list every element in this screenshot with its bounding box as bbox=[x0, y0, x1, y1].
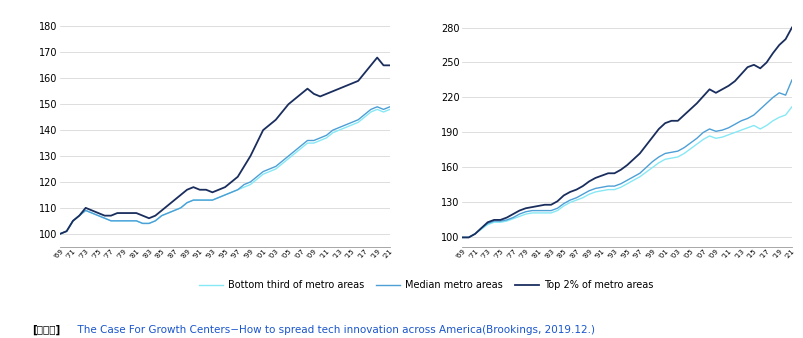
Top 2% of metro areas bbox=[457, 235, 467, 239]
Median metro areas bbox=[647, 160, 657, 164]
Bottom third of metro areas bbox=[245, 183, 255, 187]
Median metro areas bbox=[545, 209, 555, 213]
Median metro areas bbox=[457, 235, 467, 239]
Bottom third of metro areas bbox=[653, 161, 662, 165]
Line: Bottom third of metro areas: Bottom third of metro areas bbox=[60, 110, 389, 234]
Bottom third of metro areas bbox=[308, 141, 318, 145]
Text: The Case For Growth Centers−How to spread tech innovation across America(Brookin: The Case For Growth Centers−How to sprea… bbox=[71, 324, 594, 335]
Top 2% of metro areas bbox=[647, 135, 657, 139]
Line: Top 2% of metro areas: Top 2% of metro areas bbox=[462, 27, 791, 237]
Bottom third of metro areas bbox=[55, 232, 65, 236]
Median metro areas bbox=[666, 150, 675, 154]
Top 2% of metro areas bbox=[264, 123, 274, 127]
Median metro areas bbox=[264, 167, 274, 171]
Bottom third of metro areas bbox=[748, 123, 758, 127]
Median metro areas bbox=[748, 113, 758, 117]
Median metro areas bbox=[710, 129, 719, 133]
Bottom third of metro areas bbox=[251, 177, 261, 182]
Bottom third of metro areas bbox=[786, 105, 796, 109]
Median metro areas bbox=[245, 180, 255, 184]
Bottom third of metro areas bbox=[666, 156, 675, 160]
Median metro areas bbox=[372, 105, 381, 109]
Top 2% of metro areas bbox=[251, 141, 261, 145]
Top 2% of metro areas bbox=[786, 25, 796, 29]
Line: Bottom third of metro areas: Bottom third of metro areas bbox=[462, 107, 791, 237]
Top 2% of metro areas bbox=[748, 63, 758, 67]
Top 2% of metro areas bbox=[666, 119, 675, 123]
Bottom third of metro areas bbox=[545, 211, 555, 215]
Median metro areas bbox=[786, 78, 796, 82]
Median metro areas bbox=[653, 155, 662, 159]
Top 2% of metro areas bbox=[144, 216, 153, 220]
Bottom third of metro areas bbox=[347, 123, 357, 127]
Bottom third of metro areas bbox=[457, 235, 467, 239]
Top 2% of metro areas bbox=[347, 81, 357, 86]
Median metro areas bbox=[347, 120, 357, 124]
Top 2% of metro areas bbox=[653, 127, 662, 131]
Bottom third of metro areas bbox=[385, 107, 394, 112]
Top 2% of metro areas bbox=[245, 154, 255, 158]
Bottom third of metro areas bbox=[647, 165, 657, 169]
Bottom third of metro areas bbox=[710, 136, 719, 140]
Text: [자료원]: [자료원] bbox=[32, 324, 60, 335]
Median metro areas bbox=[144, 221, 153, 225]
Top 2% of metro areas bbox=[385, 63, 394, 67]
Top 2% of metro areas bbox=[372, 55, 381, 59]
Median metro areas bbox=[55, 232, 65, 236]
Legend: Bottom third of metro areas, Median metro areas, Top 2% of metro areas: Bottom third of metro areas, Median metr… bbox=[195, 276, 656, 294]
Top 2% of metro areas bbox=[308, 92, 318, 96]
Line: Median metro areas: Median metro areas bbox=[60, 107, 389, 234]
Top 2% of metro areas bbox=[55, 232, 65, 236]
Bottom third of metro areas bbox=[144, 221, 153, 225]
Median metro areas bbox=[308, 139, 318, 143]
Line: Median metro areas: Median metro areas bbox=[462, 80, 791, 237]
Median metro areas bbox=[385, 105, 394, 109]
Bottom third of metro areas bbox=[264, 170, 274, 174]
Top 2% of metro areas bbox=[545, 203, 555, 207]
Line: Top 2% of metro areas: Top 2% of metro areas bbox=[60, 57, 389, 234]
Median metro areas bbox=[251, 175, 261, 179]
Top 2% of metro areas bbox=[710, 91, 719, 95]
Bottom third of metro areas bbox=[372, 107, 381, 112]
